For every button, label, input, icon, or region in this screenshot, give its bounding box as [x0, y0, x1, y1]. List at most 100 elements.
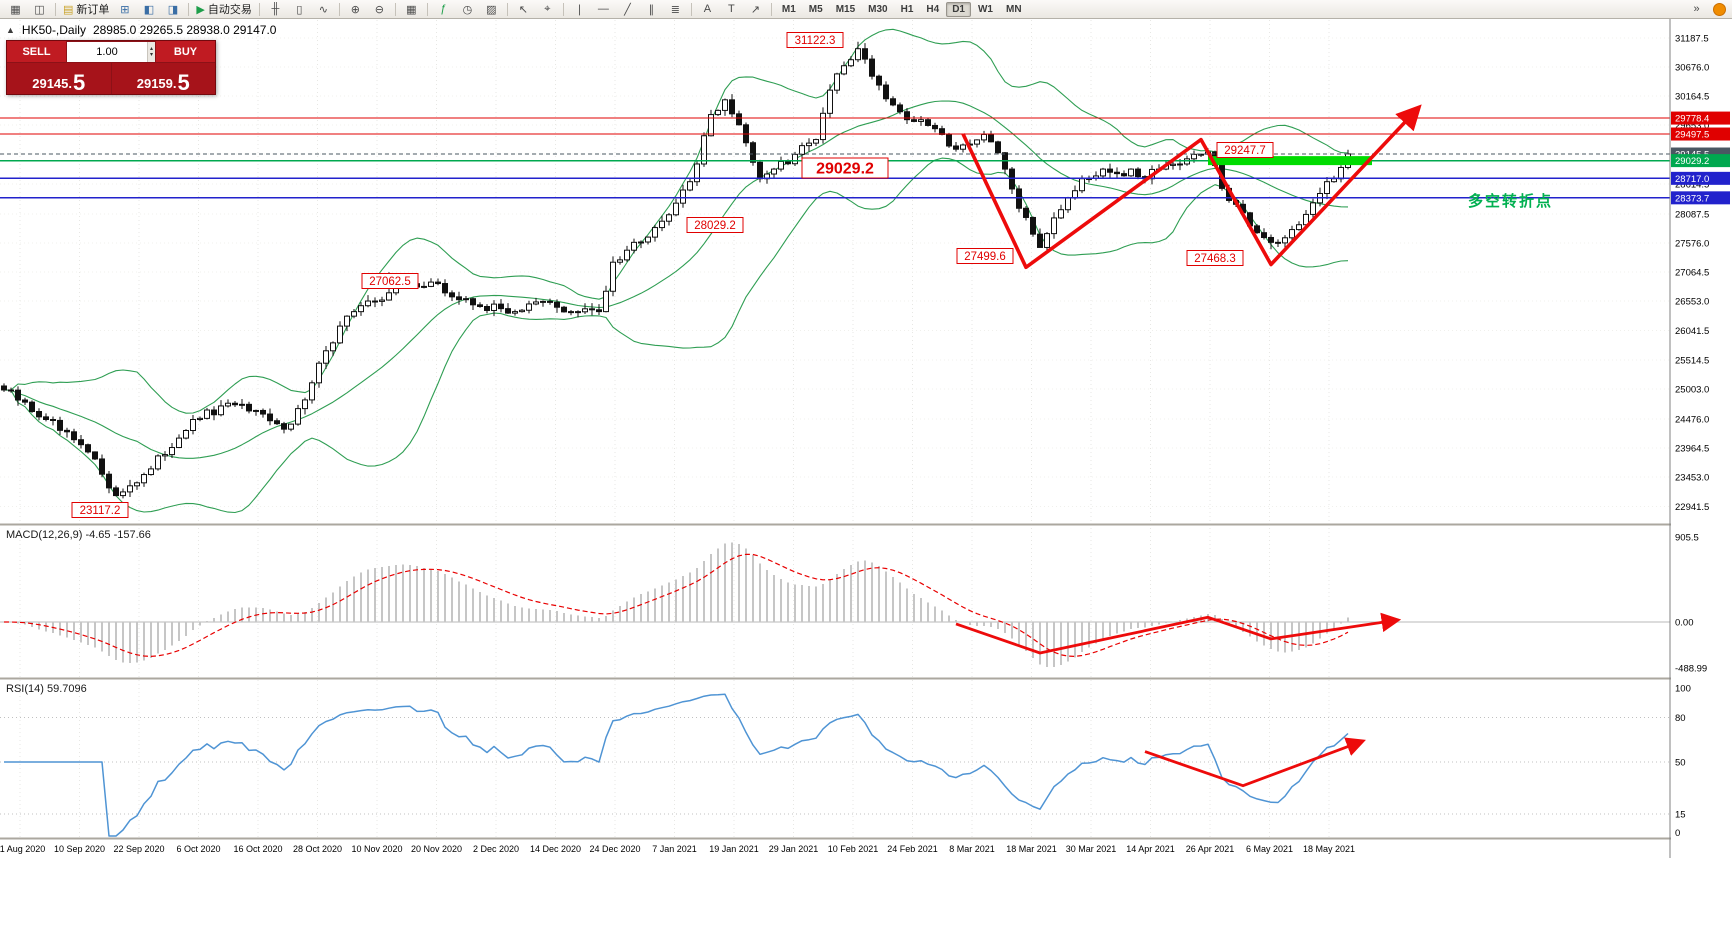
svg-text:28614.5: 28614.5 — [1675, 180, 1709, 191]
oneclick-collapse-button[interactable]: ▲ — [6, 25, 15, 35]
new-chart-icon[interactable]: ▦ — [4, 0, 27, 18]
sell-price[interactable]: 29145. 5 — [7, 63, 112, 94]
crosshair-icon-glyph: ⌖ — [544, 2, 551, 15]
timeframe-mn[interactable]: MN — [1005, 3, 1022, 15]
timeframe-m15[interactable]: M15 — [835, 3, 856, 15]
bar-chart-icon[interactable]: ╫ — [264, 0, 287, 18]
text-label-icon[interactable]: T — [720, 0, 743, 18]
line-chart-icon[interactable]: ∿ — [312, 0, 335, 18]
volume-down-icon[interactable]: ▾ — [149, 52, 153, 58]
tile-windows-icon[interactable]: ▦ — [400, 0, 423, 18]
svg-text:0.00: 0.00 — [1675, 618, 1694, 629]
zoom-in-icon[interactable]: ⊕ — [344, 0, 367, 18]
toolbar-separator — [562, 2, 564, 16]
price-annotation[interactable]: 29247.7 — [1216, 142, 1274, 158]
indicators-icon-glyph: ƒ — [440, 3, 447, 15]
candlestick-icon[interactable]: ▯ — [288, 0, 311, 18]
macd-signal-line — [4, 553, 1349, 658]
price-annotation[interactable]: 23117.2 — [71, 502, 129, 518]
volume-stepper[interactable]: ▴ ▾ — [67, 41, 155, 62]
highlight-zone[interactable] — [1208, 156, 1372, 166]
text-icon-glyph: A — [703, 3, 712, 15]
arrows-icon[interactable]: ↗ — [744, 0, 767, 18]
connection-status-icon — [1713, 2, 1726, 16]
bull-bear-turning-point-note[interactable]: 多空转折点 — [1468, 193, 1554, 210]
timeframe-w1[interactable]: W1 — [977, 3, 993, 15]
market-watch-icon[interactable]: ⊞ — [113, 0, 136, 18]
fibonacci-icon[interactable]: ≣ — [664, 0, 687, 18]
order-controls-row: SELL ▴ ▾ BUY — [7, 41, 215, 62]
text-icon[interactable]: A — [696, 0, 719, 18]
periods-icon[interactable]: ◷ — [456, 0, 479, 18]
crosshair-icon[interactable]: ⌖ — [536, 0, 559, 18]
volume-input[interactable] — [67, 42, 147, 62]
timeframe-m1[interactable]: M1 — [781, 3, 796, 15]
grid-lines — [0, 20, 1670, 838]
svg-text:26 Apr 2021: 26 Apr 2021 — [1186, 844, 1235, 854]
timeframe-d1[interactable]: D1 — [946, 1, 971, 17]
svg-text:19 Jan 2021: 19 Jan 2021 — [709, 844, 759, 854]
price-line-label: 28717.0 — [1671, 171, 1730, 185]
svg-text:24 Dec 2020: 24 Dec 2020 — [589, 844, 640, 854]
price-annotation[interactable]: 28029.2 — [686, 217, 744, 233]
new-chart-icon-glyph: ▦ — [10, 3, 21, 16]
zoom-out-icon[interactable]: ⊖ — [368, 0, 391, 18]
bollinger-lower-band — [3, 157, 1349, 514]
sell-button[interactable]: SELL — [7, 41, 67, 62]
trendline-icon[interactable]: ╱ — [616, 0, 639, 18]
svg-text:22941.5: 22941.5 — [1675, 502, 1709, 513]
svg-text:31187.5: 31187.5 — [1675, 34, 1709, 45]
price-line-label: 28373.7 — [1671, 191, 1730, 205]
toolbar-buttons: ▦ ◫ ▤ 新订单 ⊞ ◧ ◨ ▶ 自动交易 ╫ ▯ ∿ ⊕ ⊖ ▦ ƒ ◷ ▨ ↖ ⌖ ∣ ― ╱ ∥ ≣ A T ↗ M1 M5 M15… — [4, 0, 1028, 18]
price-trend-arrow[interactable] — [961, 104, 1422, 270]
order-prices-row: 29145. 5 29159. 5 — [7, 62, 215, 94]
chart-ohlc-header: ▲ HK50-,Daily 28985.0 29265.5 28938.0 29… — [6, 23, 276, 37]
svg-text:27468.3: 27468.3 — [1194, 253, 1236, 265]
zoom-in-icon-glyph: ⊕ — [350, 3, 360, 16]
panels-icon[interactable]: » — [1693, 3, 1700, 15]
price-annotation[interactable]: 29029.2 — [801, 157, 889, 179]
svg-text:23453.0: 23453.0 — [1675, 473, 1709, 484]
cursor-icon[interactable]: ↖ — [512, 0, 535, 18]
autotrading-button[interactable]: ▶ 自动交易 — [193, 0, 254, 18]
new-order-button[interactable]: ▤ 新订单 — [60, 0, 112, 18]
timeframe-h4[interactable]: H4 — [926, 3, 940, 15]
vertical-line-icon[interactable]: ∣ — [568, 0, 591, 18]
indicators-icon[interactable]: ƒ — [432, 0, 455, 18]
data-window-icon-glyph: ◧ — [143, 3, 155, 16]
price-annotation[interactable]: 31122.3 — [786, 32, 844, 48]
price-annotation[interactable]: 27062.5 — [361, 273, 419, 289]
buy-price[interactable]: 29159. 5 — [112, 63, 216, 94]
navigator-icon[interactable]: ◨ — [161, 0, 184, 18]
svg-text:18 Mar 2021: 18 Mar 2021 — [1006, 844, 1057, 854]
svg-text:16 Oct 2020: 16 Oct 2020 — [233, 844, 282, 854]
svg-text:29778.4: 29778.4 — [1675, 114, 1709, 125]
volume-up-icon[interactable]: ▴ — [149, 46, 153, 52]
profiles-icon[interactable]: ◫ — [28, 0, 51, 18]
svg-text:29247.7: 29247.7 — [1224, 145, 1266, 157]
svg-text:10 Sep 2020: 10 Sep 2020 — [54, 844, 105, 854]
timeframe-h1[interactable]: H1 — [900, 3, 914, 15]
svg-text:29653.0: 29653.0 — [1675, 121, 1709, 132]
data-window-icon[interactable]: ◧ — [137, 0, 160, 18]
svg-text:30164.5: 30164.5 — [1675, 92, 1709, 103]
templates-icon[interactable]: ▨ — [480, 0, 503, 18]
trend-arrows[interactable] — [955, 104, 1422, 788]
timeframe-m5[interactable]: M5 — [808, 3, 823, 15]
svg-text:28373.7: 28373.7 — [1675, 193, 1709, 204]
channel-icon-glyph: ∥ — [648, 3, 655, 16]
rsi-trend-arrow[interactable] — [1144, 737, 1366, 788]
sell-price-big-digit: 5 — [73, 70, 86, 95]
price-annotation[interactable]: 27468.3 — [1186, 250, 1244, 266]
candlestick-series — [1, 41, 1351, 499]
buy-button[interactable]: BUY — [155, 41, 215, 62]
svg-text:23117.2: 23117.2 — [80, 505, 121, 517]
svg-text:27499.6: 27499.6 — [964, 251, 1006, 263]
market-watch-icon-glyph: ⊞ — [120, 3, 130, 16]
price-annotation[interactable]: 27499.6 — [956, 248, 1014, 264]
timeframe-m30[interactable]: M30 — [868, 3, 888, 15]
channel-icon[interactable]: ∥ — [640, 0, 663, 18]
macd-trend-arrow[interactable] — [955, 612, 1402, 655]
horizontal-line-icon[interactable]: ― — [592, 0, 615, 18]
svg-text:10 Feb 2021: 10 Feb 2021 — [828, 844, 879, 854]
